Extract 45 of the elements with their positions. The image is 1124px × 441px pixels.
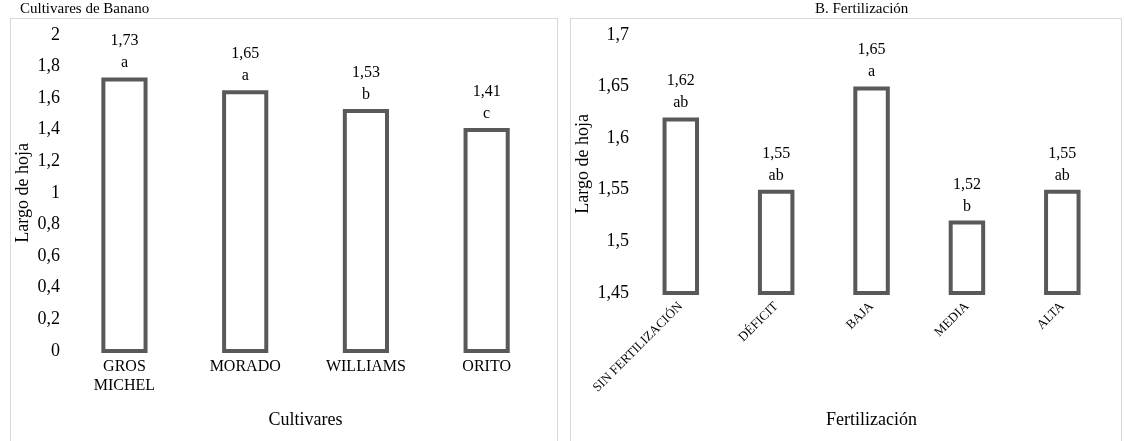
y-tick-label: 1 [51, 181, 61, 202]
y-tick-label: 1,2 [37, 150, 61, 171]
data-label: 1,62 [666, 71, 695, 89]
x-tick-label: MORADO [209, 356, 281, 374]
y-tick-label: 0 [51, 339, 61, 360]
annotation: a [120, 53, 129, 71]
x-tick-label: ORITO [462, 356, 511, 374]
annotation: c [483, 104, 491, 122]
data-label: 1,52 [952, 174, 981, 192]
x-axis-title: Fertilización [826, 408, 918, 429]
data-label: 1,53 [351, 63, 380, 81]
annotation: ab [673, 93, 689, 111]
y-tick-label: 1,6 [606, 126, 630, 147]
y-tick-label: 1,4 [37, 118, 61, 139]
annotation: ab [768, 165, 784, 183]
y-tick-label: 0,2 [37, 308, 61, 329]
y-tick-label: 1,7 [606, 23, 630, 44]
data-label: 1,65 [231, 44, 260, 62]
y-axis-title: Largo de hoja [571, 114, 592, 214]
annotation: ab [1054, 165, 1070, 183]
y-tick-label: 1,6 [37, 86, 61, 107]
y-tick-label: 0,6 [37, 244, 61, 265]
chart-title: Cultivares de Banano [20, 0, 150, 16]
data-label: 1,55 [1048, 143, 1077, 161]
y-tick-label: 1,8 [37, 55, 61, 76]
data-label: 1,41 [472, 82, 501, 100]
y-tick-label: 1,65 [597, 75, 630, 96]
annotation: b [962, 196, 971, 214]
annotation: a [868, 62, 876, 80]
y-tick-label: 1,5 [606, 230, 630, 250]
annotation: b [361, 85, 370, 103]
annotation: a [241, 66, 249, 84]
y-tick-label: 0,4 [37, 276, 61, 297]
x-tick-label: WILLIAMS [325, 356, 406, 374]
x-tick-label: GROS MICHEL [93, 356, 156, 393]
y-axis-title: Largo de hoja [11, 143, 32, 243]
y-tick-label: 2 [51, 23, 61, 44]
data-label: 1,55 [762, 143, 791, 161]
chart-title: B. Fertilización [815, 0, 909, 16]
y-tick-label: 1,45 [597, 281, 630, 302]
data-label: 1,73 [110, 31, 139, 49]
y-tick-label: 0,8 [37, 213, 61, 234]
data-label: 1,65 [857, 40, 886, 58]
x-axis-title: Cultivares [268, 408, 343, 429]
y-tick-label: 1,55 [597, 178, 630, 199]
